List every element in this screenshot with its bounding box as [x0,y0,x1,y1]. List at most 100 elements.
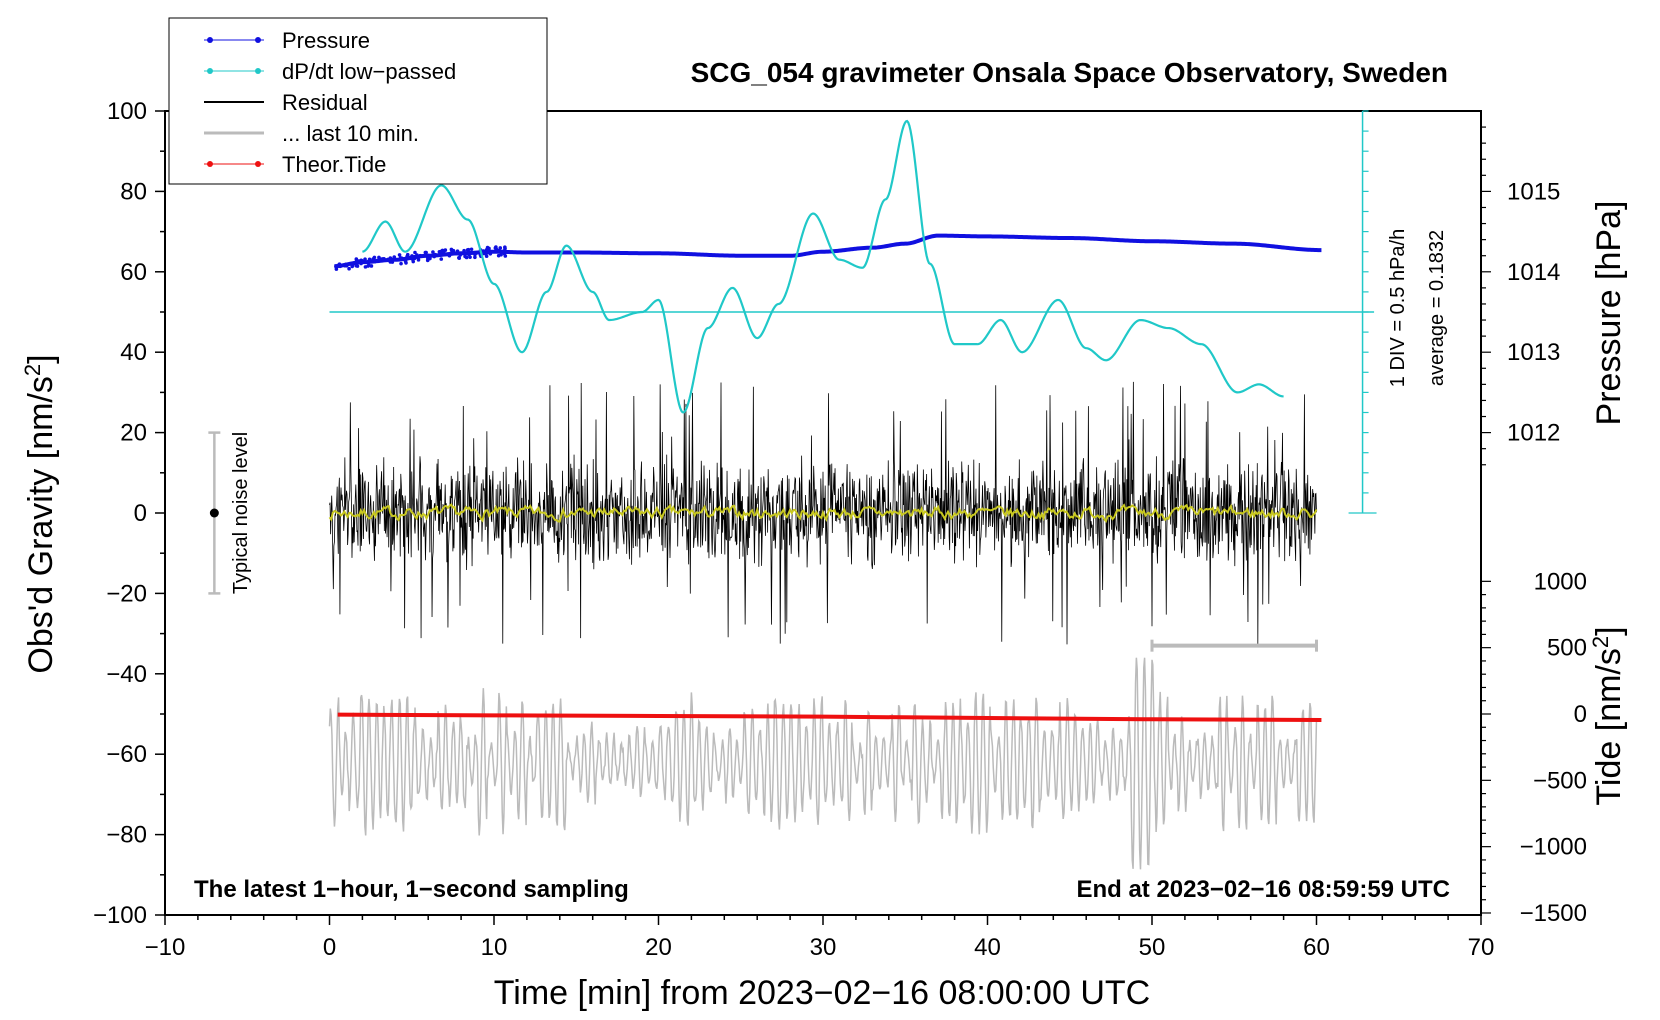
tide-tick-label: 500 [1547,635,1587,662]
dpdt-scale-label: 1 DIV = 0.5 hPa/h [1387,229,1409,387]
pressure-tick-label: 1013 [1507,339,1560,366]
bottom-right-note: End at 2023−02−16 08:59:59 UTC [1076,876,1450,903]
pressure-point [498,246,503,250]
pressure-point [437,249,442,254]
pressure-point [410,254,414,258]
pressure-point [474,251,479,255]
tide-tick-label: 1000 [1534,568,1587,595]
pressure-point [426,253,431,258]
pressure-point [455,249,460,253]
pressure-point [439,257,444,261]
x-axis-title: Time [min] from 2023−02−16 08:00:00 UTC [494,974,1150,1012]
x-tick-label: 30 [810,934,837,961]
pressure-point [416,258,421,262]
y-tick-label: −20 [106,580,147,607]
legend-item-dpdt: dP/dt low−passed [204,59,456,84]
residual-smooth-line [328,503,1318,523]
y-axis-ticks: −100 −80 −60 −40 −20 0 20 40 60 80 100 [93,98,165,929]
tide-series [337,712,1322,722]
pressure-point [347,266,351,271]
legend-label-pressure: Pressure [282,28,370,53]
pressure-tick-label: 1014 [1507,259,1560,286]
pressure-point [386,257,390,262]
tide-tick-label: −500 [1533,767,1587,794]
noise-bar-center [209,508,219,518]
pressure-point [334,267,339,271]
x-tick-label: 10 [481,934,508,961]
pressure-point [338,264,342,269]
legend-label-residual: Residual [282,90,368,115]
legend-label-last10: ... last 10 min. [282,121,419,146]
pressure-point [431,250,435,254]
pressure-axis-ticks: 1012 1013 1014 1015 [1481,126,1560,466]
y-tick-label: 100 [107,98,147,125]
last10-line [328,657,1318,870]
legend-marker-tide [207,161,213,167]
legend-marker-pressure [207,37,213,43]
pressure-point [363,257,367,261]
residual-smooth-series [328,503,1318,523]
dpdt-line [362,119,1284,414]
pressure-point [465,248,470,252]
pressure-point [426,257,430,262]
y-tick-label: 60 [120,259,147,286]
x-tick-label: 40 [974,934,1001,961]
pressure-point [486,250,490,255]
pressure-point [355,264,360,268]
pressure-point [462,248,466,253]
y-tick-label: 80 [120,178,147,205]
last10-series [328,657,1318,870]
pressure-point [433,252,437,257]
pressure-point [463,254,467,259]
y-tick-label: −100 [93,902,147,929]
y-tick-label: −60 [106,741,147,768]
y-tick-label: 20 [120,420,147,447]
pressure-point [442,249,446,254]
residual-series [329,381,1317,645]
pressure-point [369,264,374,268]
pressure-tick-label: 1015 [1507,178,1560,205]
pressure-point [412,256,417,261]
pressure-point [415,253,419,257]
last10-bracket [1150,639,1318,652]
pressure-point [375,258,379,263]
legend-label-tide: Theor.Tide [282,152,386,177]
pressure-point [367,258,372,262]
x-tick-label: 60 [1303,934,1330,961]
pressure-point [388,260,393,264]
bottom-left-note: The latest 1−hour, 1−second sampling [194,876,629,903]
pressure-point [399,261,403,266]
tide-axis-ticks: −1500 −1000 −500 0 500 1000 [1481,568,1587,927]
y-tick-label: 0 [134,500,147,527]
noise-bar [208,431,221,595]
pressure-point [398,256,403,260]
residual-line [329,381,1317,645]
y-axis-title-pressure: Pressure [hPa] [1590,201,1628,426]
pressure-series [334,233,1322,271]
legend-label-dpdt: dP/dt low−passed [282,59,456,84]
pressure-point [397,253,402,257]
pressure-point [354,257,359,261]
y-tick-label: −40 [106,661,147,688]
tide-line [337,712,1322,722]
chart-title: SCG_054 gravimeter Onsala Space Observat… [691,57,1448,88]
x-tick-label: −10 [145,934,186,961]
pressure-point [487,248,491,252]
pressure-point [503,246,507,251]
legend-marker-tide-2 [255,161,261,167]
pressure-point [494,245,498,249]
x-axis-ticks: −10 0 10 20 30 40 50 60 70 [145,915,1494,961]
pressure-point [372,258,377,263]
pressure-point [457,256,462,260]
pressure-point [468,255,472,259]
y-axis-title-left: Obs'd Gravity [nm/s2] [20,354,60,673]
pressure-point [404,261,408,265]
pressure-point [502,251,507,256]
pressure-point [418,253,423,258]
pressure-point [424,250,428,255]
x-tick-label: 50 [1139,934,1166,961]
pressure-point [499,252,503,257]
x-tick-label: 20 [645,934,672,961]
pressure-point [405,252,410,257]
x-tick-label: 0 [323,934,336,961]
